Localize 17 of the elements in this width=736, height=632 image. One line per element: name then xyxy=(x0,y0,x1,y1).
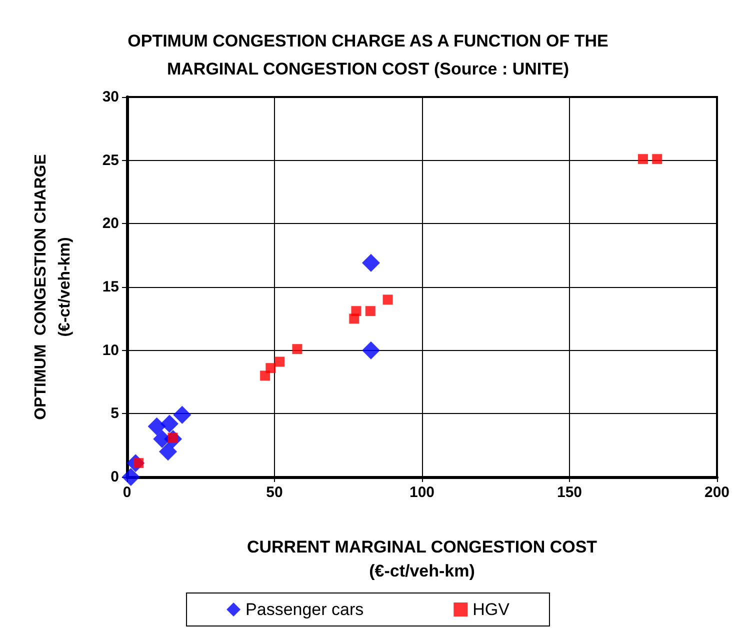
x-tick-label: 100 xyxy=(409,484,435,501)
legend-label: Passenger cars xyxy=(246,600,364,619)
x-tick-label: 200 xyxy=(704,484,730,501)
y-tick-label: 25 xyxy=(102,152,119,169)
y-tick-label: 10 xyxy=(102,342,119,359)
x-axis-title: CURRENT MARGINAL CONGESTION COST (€-ct/veh-km) xyxy=(246,537,598,580)
y-tick-label: 0 xyxy=(110,468,119,486)
y-tick-label: 5 xyxy=(110,405,119,422)
y-axis-title: OPTIMUM CONGESTION CHARGE (€-ct/veh-km) xyxy=(32,154,74,420)
chart-title: OPTIMUM CONGESTION CHARGE AS A FUNCTION OF THE MARGINAL CONGESTION COST (Source : UNITE) xyxy=(128,32,608,78)
x-tick-label: 150 xyxy=(556,484,582,501)
y-tick-label: 30 xyxy=(102,88,119,106)
x-tick-label: 0 xyxy=(122,484,132,501)
x-tick-label: 50 xyxy=(266,484,283,501)
y-tick-label: 20 xyxy=(102,215,119,232)
y-tick-label: 15 xyxy=(102,278,119,296)
legend-label: HGV xyxy=(472,600,510,619)
